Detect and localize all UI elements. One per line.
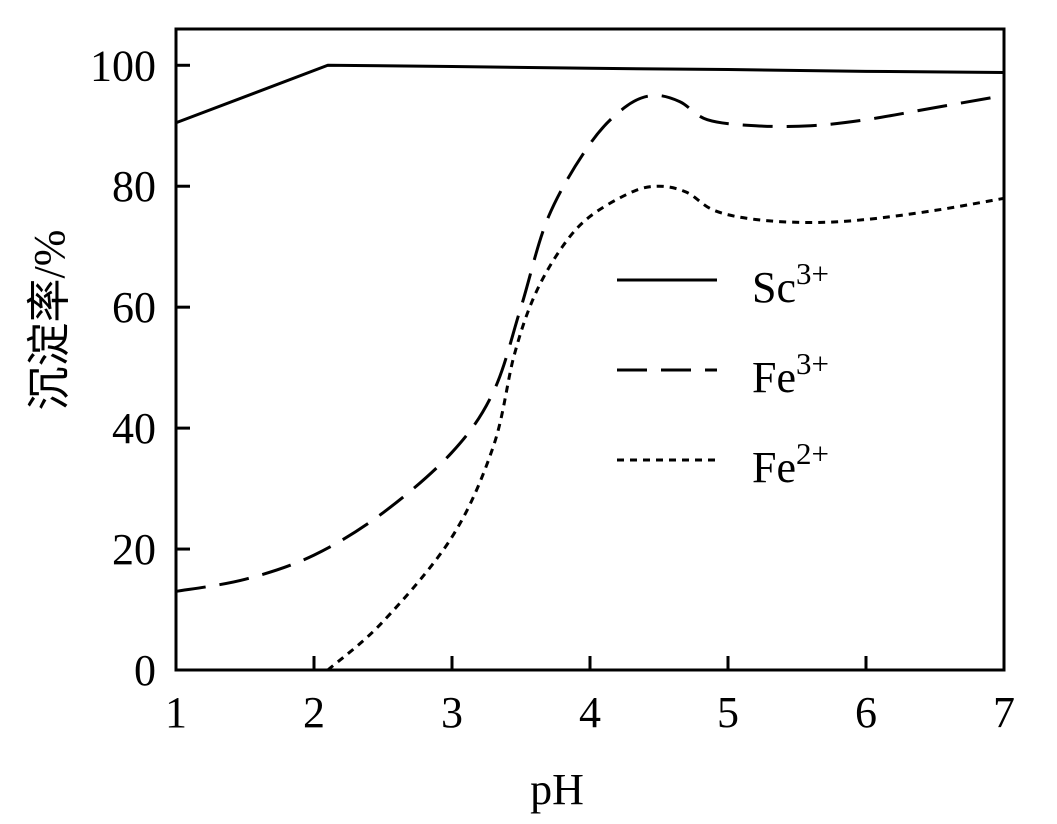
series-line-0 — [175, 63, 1005, 125]
legend-label-0: Sc3+ — [752, 256, 829, 312]
series-layer — [175, 63, 1005, 672]
legend-label-superscript: 3+ — [796, 256, 829, 291]
axes-layer: 1 2 3 4 5 6 7 0 20 40 60 80 100 — [90, 27, 1015, 737]
y-axis-title: 沉淀率/% — [25, 230, 74, 411]
legend-label-name: Fe — [752, 353, 796, 402]
plot-frame — [174, 27, 1006, 672]
y-tick-label: 80 — [112, 162, 156, 211]
x-tick-label: 3 — [441, 688, 463, 737]
legend-label-name: Fe — [752, 443, 796, 492]
series-line-2 — [326, 184, 1005, 672]
x-tick-label: 5 — [717, 688, 739, 737]
x-tick-label: 7 — [993, 688, 1015, 737]
series-line-1 — [175, 93, 1005, 593]
y-tick-label: 40 — [112, 404, 156, 453]
y-tick-label: 0 — [134, 646, 156, 695]
y-tick-label: 20 — [112, 525, 156, 574]
legend: Sc3+Fe3+Fe2+ — [617, 256, 829, 492]
x-tick-label: 4 — [579, 688, 601, 737]
legend-label-2: Fe2+ — [752, 436, 829, 492]
legend-label-1: Fe3+ — [752, 346, 829, 402]
x-tick-label: 1 — [165, 688, 187, 737]
legend-label-name: Sc — [752, 263, 796, 312]
legend-label-superscript: 3+ — [796, 346, 829, 381]
x-axis-title: pH — [530, 765, 584, 814]
y-tick-label: 100 — [90, 41, 156, 90]
x-tick-label: 6 — [855, 688, 877, 737]
y-tick-label: 60 — [112, 283, 156, 332]
x-tick-label: 2 — [303, 688, 325, 737]
legend-label-superscript: 2+ — [796, 436, 829, 471]
